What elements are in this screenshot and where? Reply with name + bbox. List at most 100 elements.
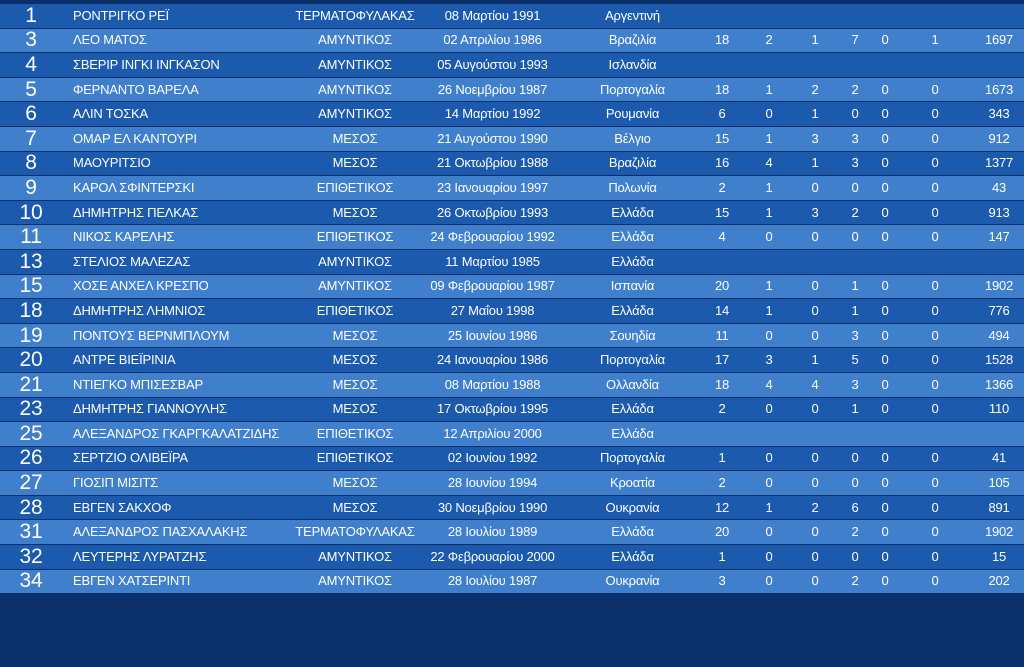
player-row: 9 ΚΑΡΟΛ ΣΦΙΝΤΕΡΣΚΙ ΕΠΙΘΕΤΙΚΟΣ 23 Ιανουαρίου…	[0, 176, 1024, 200]
stat-cell	[836, 249, 874, 274]
stat-cell: 0	[836, 446, 874, 471]
shirt-number: 18	[0, 299, 62, 323]
birth-date: 28 Ιουλίου 1987	[420, 569, 565, 594]
player-name: ΕΒΓΕΝ ΧΑΤΣΕΡΙΝΤΙ	[62, 569, 290, 594]
player-position: ΜΕΣΟΣ	[290, 397, 420, 422]
birth-date: 28 Ιουλίου 1989	[420, 520, 565, 545]
stat-cell: 0	[896, 569, 974, 594]
stat-cell: 18	[700, 28, 744, 53]
stat-cell: 1902	[974, 274, 1024, 299]
player-row: 34 ΕΒΓΕΝ ΧΑΤΣΕΡΙΝΤΙ ΑΜΥΝΤΙΚΟΣ 28 Ιουλίου 19…	[0, 569, 1024, 594]
player-position: ΜΕΣΟΣ	[290, 372, 420, 397]
stat-cell: 0	[874, 102, 896, 126]
stat-cell: 0	[874, 569, 896, 594]
stat-cell: 0	[744, 569, 794, 594]
player-row: 6 ΑΛΙΝ ΤΟΣΚΑ ΑΜΥΝΤΙΚΟΣ 14 Μαρτίου 1992 Ρουμα…	[0, 102, 1024, 126]
stat-cell: 0	[874, 299, 896, 323]
stat-cell: 12	[700, 495, 744, 520]
stat-cell: 0	[896, 323, 974, 348]
stat-cell	[744, 4, 794, 28]
player-name: ΕΒΓΕΝ ΣΑΚΧΟΦ	[62, 495, 290, 520]
stat-cell: 912	[974, 126, 1024, 151]
stat-cell: 0	[896, 77, 974, 102]
country: Βραζιλία	[565, 151, 700, 176]
stat-cell: 0	[794, 176, 836, 200]
stat-cell: 891	[974, 495, 1024, 520]
player-position: ΑΜΥΝΤΙΚΟΣ	[290, 274, 420, 299]
stat-cell: 3	[836, 372, 874, 397]
country: Ελλάδα	[565, 397, 700, 422]
stat-cell: 1	[836, 274, 874, 299]
stat-cell: 0	[874, 126, 896, 151]
stat-cell: 0	[896, 545, 974, 569]
stat-cell: 0	[896, 446, 974, 471]
stat-cell: 15	[974, 545, 1024, 569]
stat-cell: 0	[874, 28, 896, 53]
player-name: ΔΗΜΗΤΡΗΣ ΓΙΑΝΝΟΥΛΗΣ	[62, 397, 290, 422]
stat-cell: 14	[700, 299, 744, 323]
stat-cell: 0	[836, 545, 874, 569]
stat-cell: 0	[896, 372, 974, 397]
stat-cell	[794, 422, 836, 446]
stat-cell: 3	[744, 348, 794, 372]
stat-cell: 776	[974, 299, 1024, 323]
player-name: ΑΛΕΞΑΝΔΡΟΣ ΓΚΑΡΓΚΑΛΑΤΖΙΔΗΣ	[62, 422, 290, 446]
stat-cell: 0	[874, 77, 896, 102]
stat-cell: 11	[700, 323, 744, 348]
stat-cell: 0	[874, 471, 896, 495]
player-row: 11 ΝΙΚΟΣ ΚΑΡΕΛΗΣ ΕΠΙΘΕΤΙΚΟΣ 24 Φεβρουαρίου …	[0, 225, 1024, 249]
player-row: 23 ΔΗΜΗΤΡΗΣ ΓΙΑΝΝΟΥΛΗΣ ΜΕΣΟΣ 17 Οκτωβρίου 1…	[0, 397, 1024, 422]
stat-cell: 0	[794, 323, 836, 348]
stat-cell: 1	[744, 77, 794, 102]
stat-cell: 18	[700, 77, 744, 102]
stat-cell: 0	[794, 299, 836, 323]
player-name: ΝΙΚΟΣ ΚΑΡΕΛΗΣ	[62, 225, 290, 249]
stat-cell: 16	[700, 151, 744, 176]
stat-cell: 4	[744, 372, 794, 397]
stat-cell: 0	[794, 446, 836, 471]
stat-cell: 2	[700, 397, 744, 422]
stat-cell: 0	[744, 225, 794, 249]
player-position: ΜΕΣΟΣ	[290, 323, 420, 348]
stat-cell: 1377	[974, 151, 1024, 176]
stat-cell	[744, 53, 794, 77]
stat-cell: 0	[896, 471, 974, 495]
birth-date: 26 Νοεμβρίου 1987	[420, 77, 565, 102]
country: Ισλανδία	[565, 53, 700, 77]
stat-cell	[836, 422, 874, 446]
stat-cell	[974, 4, 1024, 28]
stat-cell: 1	[744, 299, 794, 323]
player-name: ΛΕΥΤΕΡΗΣ ΛΥΡΑΤΖΗΣ	[62, 545, 290, 569]
player-position: ΜΕΣΟΣ	[290, 200, 420, 225]
country: Ελλάδα	[565, 299, 700, 323]
country: Αργεντινή	[565, 4, 700, 28]
birth-date: 23 Ιανουαρίου 1997	[420, 176, 565, 200]
player-row: 10 ΔΗΜΗΤΡΗΣ ΠΕΛΚΑΣ ΜΕΣΟΣ 26 Οκτωβρίου 1993 Ε…	[0, 200, 1024, 225]
birth-date: 08 Μαρτίου 1991	[420, 4, 565, 28]
shirt-number: 9	[0, 176, 62, 200]
stat-cell	[700, 53, 744, 77]
stat-cell: 4	[744, 151, 794, 176]
stat-cell: 1	[794, 102, 836, 126]
stat-cell: 1	[744, 495, 794, 520]
stat-cell: 0	[874, 397, 896, 422]
stat-cell	[794, 4, 836, 28]
stat-cell	[700, 422, 744, 446]
stat-cell: 0	[794, 569, 836, 594]
stat-cell: 6	[836, 495, 874, 520]
stat-cell: 0	[874, 323, 896, 348]
stat-cell: 20	[700, 274, 744, 299]
stat-cell: 3	[794, 126, 836, 151]
player-position: ΤΕΡΜΑΤΟΦΥΛΑΚΑΣ	[290, 520, 420, 545]
stat-cell: 0	[836, 102, 874, 126]
stat-cell: 0	[744, 102, 794, 126]
birth-date: 02 Ιουνίου 1992	[420, 446, 565, 471]
player-position: ΜΕΣΟΣ	[290, 348, 420, 372]
stat-cell: 5	[836, 348, 874, 372]
stat-cell: 0	[874, 446, 896, 471]
stat-cell: 0	[874, 176, 896, 200]
stat-cell: 0	[744, 323, 794, 348]
shirt-number: 23	[0, 397, 62, 422]
stat-cell: 0	[794, 274, 836, 299]
stat-cell: 0	[874, 200, 896, 225]
